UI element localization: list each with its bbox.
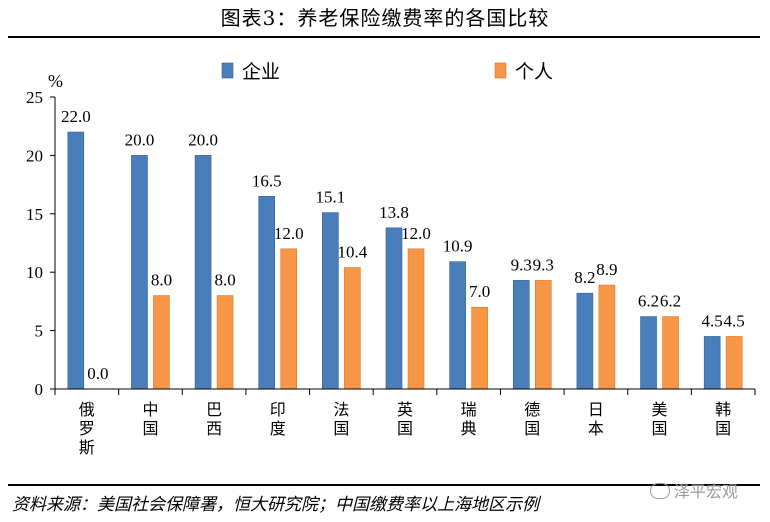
label-enterprise: 22.0	[61, 107, 91, 126]
bar-enterprise	[194, 155, 212, 390]
bar-enterprise	[131, 155, 148, 390]
label-individual: 12.0	[274, 224, 304, 243]
bar-individual	[216, 295, 234, 390]
bar-individual	[153, 295, 170, 390]
bar-individual	[344, 267, 361, 390]
label-enterprise: 16.5	[252, 171, 282, 190]
title-rule	[8, 36, 760, 38]
label-individual: 8.0	[214, 271, 235, 290]
label-individual: 0.0	[87, 364, 108, 383]
source-note: 资料来源：美国社会保障署，恒大研究院；中国缴费率以上海地区示例	[12, 495, 539, 515]
data-labels: 22.0 20.0 20.0 16.5 15.1 13.8 10.9 9.3 8.2 6.2 4.5…	[61, 107, 745, 383]
x-tick-label: 韩国	[715, 401, 731, 438]
label-individual: 7.0	[469, 282, 490, 301]
bar-individual	[598, 284, 616, 390]
x-tick-label: 德国	[524, 401, 540, 438]
label-individual: 10.4	[337, 243, 367, 262]
bar-individual	[407, 248, 425, 390]
x-tick-label: 日本	[588, 402, 604, 438]
x-tick-label: 瑞典	[461, 401, 477, 438]
bars	[67, 131, 743, 390]
label-enterprise: 15.1	[315, 188, 345, 207]
label-individual: 12.0	[401, 224, 431, 243]
label-individual: 9.3	[533, 255, 554, 274]
legend-label-individual: 个人	[515, 61, 553, 83]
wechat-icon	[650, 483, 670, 499]
label-individual: 6.2	[660, 292, 681, 311]
label-enterprise: 10.9	[443, 237, 473, 256]
watermark-text: 泽平宏观	[674, 482, 739, 501]
y-tick-label: 25	[26, 88, 43, 107]
x-axis: 俄罗斯 中国 巴西 印度 法国 英国 瑞典 德国 日本 美国 韩国	[54, 388, 756, 457]
source-rule	[8, 484, 760, 486]
x-tick-label: 法国	[333, 401, 349, 438]
label-enterprise: 4.5	[702, 311, 723, 330]
x-tick-label: 印度	[270, 401, 286, 438]
bar-enterprise	[703, 336, 721, 390]
label-individual: 8.0	[151, 271, 172, 290]
x-tick-label: 美国	[652, 401, 668, 438]
bar-enterprise	[449, 261, 466, 390]
bar-enterprise	[322, 212, 339, 390]
bar-enterprise	[512, 280, 530, 390]
watermark: 泽平宏观	[650, 478, 738, 502]
x-tick-label: 巴西	[206, 402, 222, 438]
chart-title: 图表3：养老保险缴费率的各国比较	[220, 6, 550, 30]
bar-individual	[662, 316, 679, 390]
legend-swatch-enterprise	[221, 62, 234, 79]
bar-enterprise	[67, 131, 85, 390]
y-tick-label: 10	[26, 263, 43, 282]
bar-enterprise	[640, 316, 657, 390]
y-tick-label: 5	[35, 322, 44, 341]
y-tick-label: 0	[35, 380, 44, 399]
bar-enterprise	[258, 195, 276, 390]
y-axis: 0 5 10 15 20 25%	[26, 71, 63, 399]
bar-individual	[471, 306, 488, 390]
x-tick-label: 英国	[397, 401, 413, 438]
label-enterprise: 20.0	[188, 130, 218, 149]
bar-chart: 企业 个人 0 5 10 15 20 25% 22.0 20.0 20.0 16.5 15.1 13.…	[26, 61, 756, 457]
y-tick-label: 20	[26, 146, 43, 165]
legend: 企业 个人	[221, 61, 553, 83]
y-tick-label: 15	[26, 205, 43, 224]
bar-individual	[725, 336, 743, 390]
bar-individual	[280, 248, 298, 390]
label-individual: 4.5	[724, 311, 745, 330]
bar-enterprise	[576, 292, 594, 390]
label-enterprise: 13.8	[379, 203, 409, 222]
bar-enterprise	[385, 227, 403, 390]
label-enterprise: 8.2	[574, 268, 595, 287]
y-axis-unit: %	[48, 71, 63, 91]
label-enterprise: 20.0	[125, 130, 155, 149]
legend-swatch-individual	[494, 62, 507, 79]
label-enterprise: 9.3	[511, 255, 532, 274]
x-tick-label: 俄罗斯	[79, 401, 95, 457]
x-tick-label: 中国	[142, 401, 158, 438]
legend-label-enterprise: 企业	[242, 61, 280, 83]
label-enterprise: 6.2	[638, 292, 659, 311]
bar-individual	[534, 280, 552, 390]
label-individual: 8.9	[596, 260, 617, 279]
